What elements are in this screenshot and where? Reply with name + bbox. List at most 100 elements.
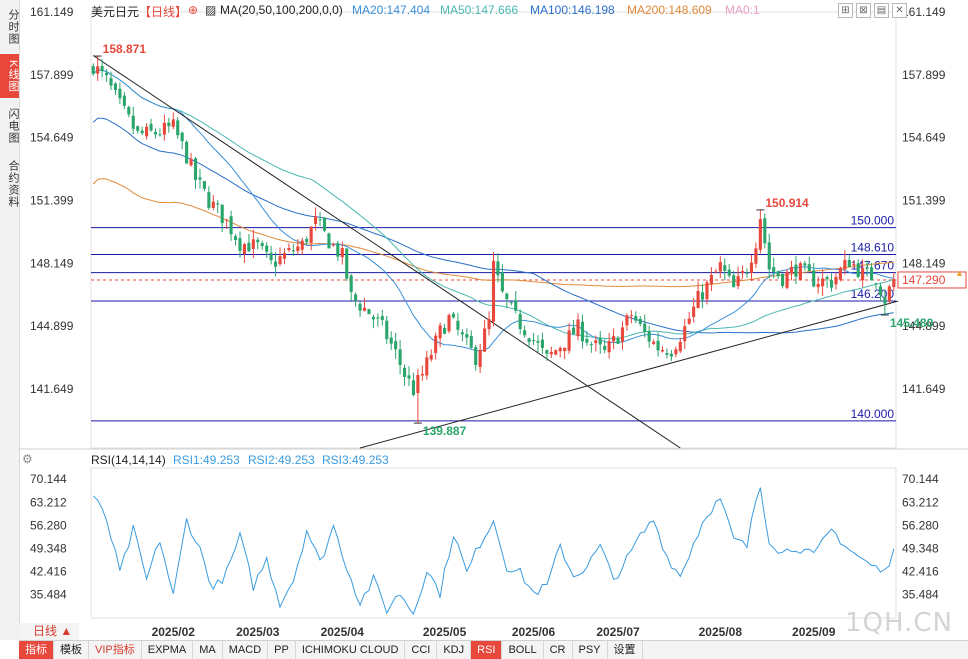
- candle-body-94: [509, 302, 513, 304]
- candle-body-167: [834, 277, 838, 285]
- candle-body-157: [789, 266, 794, 274]
- price-tick-left-2: 154.649: [30, 131, 74, 145]
- candle-body-18: [171, 119, 175, 127]
- toolbar-tab-5[interactable]: MACD: [223, 641, 269, 659]
- expand-icon[interactable]: ⊞: [838, 3, 853, 18]
- candle-body-155: [781, 273, 785, 287]
- candle-body-108: [571, 327, 576, 335]
- candle-body-171: [852, 264, 856, 266]
- candle-body-103: [549, 351, 553, 355]
- top-icons: ⊞ ⊠ ▤ ✕: [838, 3, 907, 18]
- candle-body-175: [869, 267, 874, 281]
- candle-body-14: [153, 131, 158, 135]
- candle-body-32: [233, 236, 238, 241]
- candle-body-165: [825, 276, 829, 280]
- candle-body-74: [420, 373, 424, 376]
- candle-body-115: [603, 345, 607, 350]
- side-tab-3[interactable]: 合约资料: [7, 160, 19, 208]
- candle-body-137: [700, 292, 705, 300]
- header-ma0: MA0:1: [725, 3, 760, 17]
- toolbar-tab-9[interactable]: KDJ: [437, 641, 472, 659]
- price-tick-left-6: 141.649: [30, 382, 74, 396]
- toolbar-tab-13[interactable]: PSY: [573, 641, 608, 659]
- header-symbol: 美元日元: [91, 5, 140, 19]
- price-tick-right-2: 154.649: [902, 131, 946, 145]
- candle-body-101: [540, 339, 544, 348]
- side-tab-2[interactable]: 闪电图: [7, 108, 19, 144]
- rsi-tick-right-4: 42.416: [902, 565, 939, 579]
- side-tab-1[interactable]: K线图: [0, 54, 19, 98]
- annotation-label-1: 150.914: [765, 196, 809, 210]
- candle-body-144: [732, 275, 736, 288]
- candle-body-128: [660, 350, 665, 352]
- toolbar-tab-0[interactable]: 指标: [19, 641, 54, 659]
- close-icon[interactable]: ⊠: [856, 3, 871, 18]
- toolbar-tab-14[interactable]: 设置: [608, 641, 643, 659]
- toolbar-tab-4[interactable]: MA: [193, 641, 223, 659]
- rsi3-value: RSI3:49.253: [322, 453, 389, 467]
- toolbar-tab-2[interactable]: VIP指标: [89, 641, 142, 659]
- level-label-1: 148.610: [851, 240, 895, 254]
- candle-body-12: [145, 126, 149, 137]
- candle-body-20: [180, 132, 184, 142]
- x-label-4: 2025/06: [512, 625, 556, 639]
- candle-body-16: [162, 122, 166, 135]
- candle-body-21: [185, 141, 189, 164]
- period-label: 日线: [33, 624, 58, 638]
- period-dropdown-icon[interactable]: ⊕: [188, 3, 199, 17]
- toolbar-tab-3[interactable]: EXPMA: [142, 641, 194, 659]
- candle-body-132: [678, 341, 682, 352]
- current-price-arrow: ▲: [955, 268, 964, 278]
- candle-body-73: [416, 375, 420, 394]
- trendline-downtrend: [92, 55, 681, 449]
- candle-body-142: [723, 265, 727, 271]
- candle-body-69: [398, 349, 402, 365]
- candle-body-156: [785, 271, 789, 288]
- settings-icon[interactable]: ▤: [874, 3, 889, 18]
- indicator-icon[interactable]: ▨: [205, 3, 217, 17]
- ma20-line: [92, 69, 894, 352]
- rsi-gear-icon[interactable]: ⚙: [22, 452, 33, 466]
- candle-body-59: [354, 294, 358, 301]
- candle-body-22: [189, 158, 193, 166]
- candle-body-86: [474, 347, 478, 366]
- header-period-tag[interactable]: 【日线】: [139, 5, 188, 19]
- level-label-4: 140.000: [851, 407, 895, 421]
- toolbar-tab-7[interactable]: ICHIMOKU CLOUD: [296, 641, 406, 659]
- period-button[interactable]: 日线 ▲: [19, 623, 79, 640]
- level-label-0: 150.000: [851, 214, 895, 228]
- candle-body-57: [345, 248, 349, 279]
- candle-body-89: [487, 318, 491, 330]
- candle-body-153: [772, 267, 776, 273]
- candle-body-152: [767, 242, 771, 270]
- toolbar-tab-1[interactable]: 模板: [54, 641, 89, 659]
- candle-body-127: [656, 340, 660, 351]
- candle-body-151: [763, 218, 767, 244]
- candle-body-172: [856, 263, 860, 278]
- candle-body-95: [514, 300, 518, 311]
- toolbar-tab-6[interactable]: PP: [268, 641, 296, 659]
- candle-body-122: [634, 316, 638, 321]
- candle-body-110: [580, 321, 585, 342]
- price-tick-left-5: 144.899: [30, 319, 74, 333]
- header-ma200: MA200:148.609: [627, 3, 712, 17]
- toolbar-tab-10[interactable]: RSI: [471, 641, 503, 659]
- candle-body-93: [505, 293, 509, 300]
- candle-body-141: [718, 262, 722, 272]
- candle-body-143: [727, 269, 731, 276]
- candle-body-176: [874, 283, 878, 285]
- price-tick-right-3: 151.399: [902, 194, 946, 208]
- candle-body-77: [434, 335, 438, 353]
- toolbar-tab-11[interactable]: BOLL: [502, 641, 544, 659]
- candle-body-100: [536, 341, 540, 343]
- candle-body-5: [113, 83, 118, 91]
- toolbar-tab-8[interactable]: CCI: [405, 641, 438, 659]
- side-tab-0[interactable]: 分时图: [7, 9, 19, 45]
- rsi-tick-right-1: 63.212: [902, 495, 939, 509]
- candle-body-148: [749, 262, 754, 273]
- toolbar-tab-12[interactable]: CR: [544, 641, 573, 659]
- candle-body-80: [447, 315, 451, 332]
- watermark: 1QH.CN: [845, 608, 953, 638]
- cross-icon[interactable]: ✕: [892, 3, 907, 18]
